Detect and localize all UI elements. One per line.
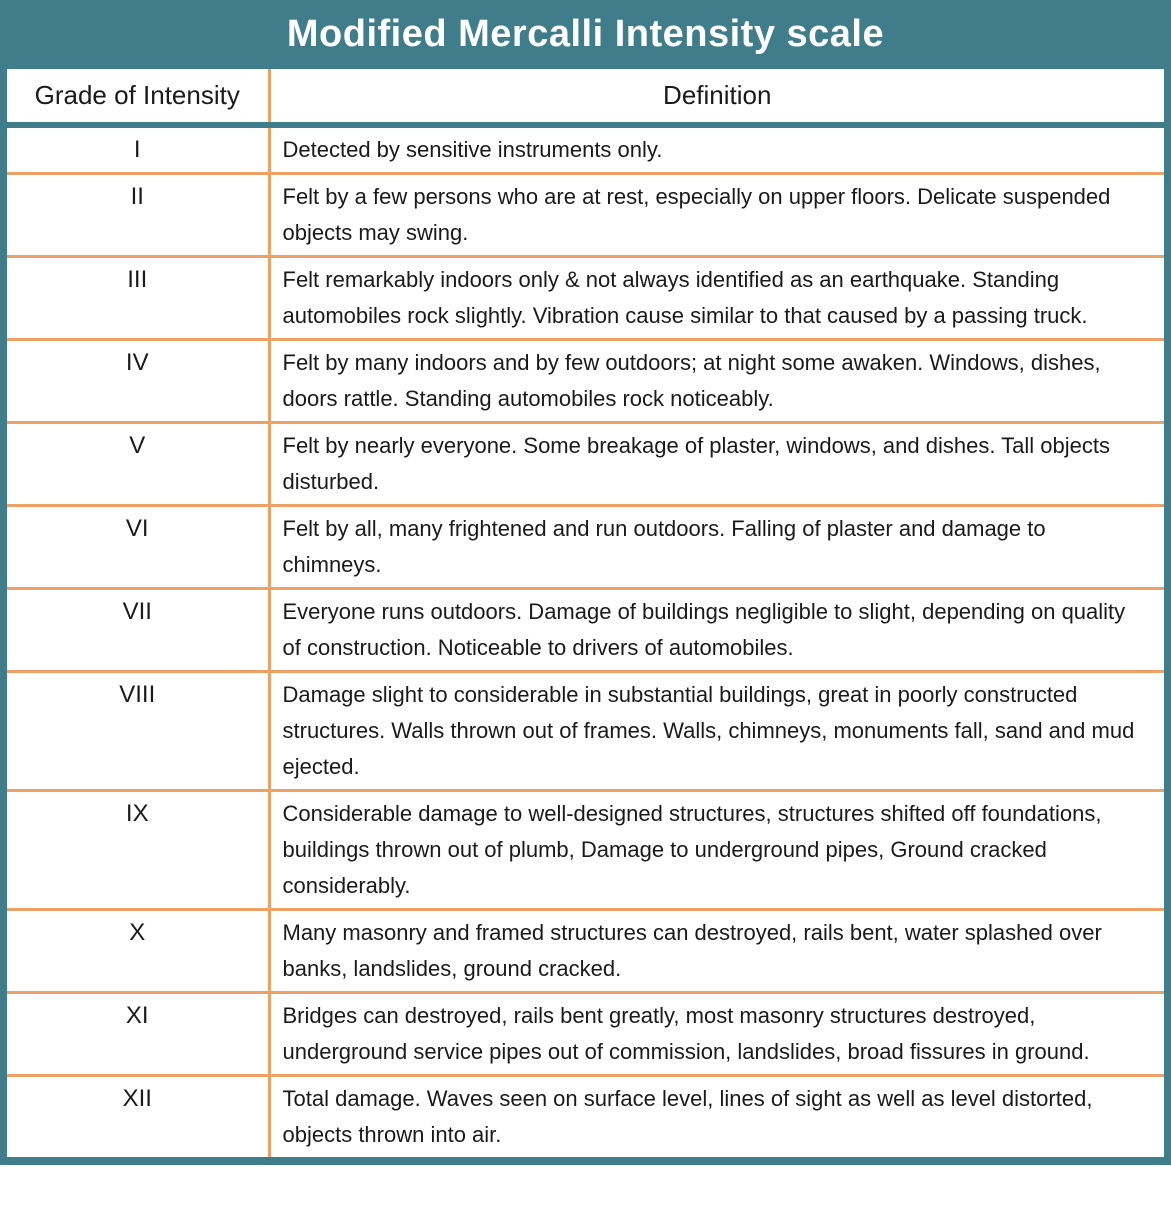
table-row-4: IV Felt by many indoors and by few outdo… [7,339,1164,424]
table-row-6: VI Felt by all, many frightened and run … [7,505,1164,590]
definition-cell: Felt by many indoors and by few outdoors… [267,339,1164,424]
table-row-1: I Detected by sensitive instruments only… [7,125,1164,175]
column-header-grade: Grade of Intensity [7,69,269,128]
definition-cell: Felt by nearly everyone. Some breakage o… [267,422,1164,507]
grade-cell: XII [7,1075,269,1157]
table-row-12: XII Total damage. Waves seen on surface … [7,1075,1164,1157]
table-row-5: V Felt by nearly everyone. Some breakage… [7,422,1164,507]
table-row-7: VII Everyone runs outdoors. Damage of bu… [7,588,1164,673]
mercalli-scale-card: Modified Mercalli Intensity scale Grade … [0,0,1171,1165]
definition-cell: Felt remarkably indoors only & not alway… [267,256,1164,341]
definition-cell: Total damage. Waves seen on surface leve… [267,1075,1164,1157]
definition-cell: Bridges can destroyed, rails bent greatl… [267,992,1164,1077]
definition-cell: Detected by sensitive instruments only. [267,125,1164,175]
table-row-2: II Felt by a few persons who are at rest… [7,173,1164,258]
grade-cell: XI [7,992,269,1077]
definition-cell: Considerable damage to well-designed str… [267,790,1164,911]
grade-cell: IV [7,339,269,424]
grade-cell: VI [7,505,269,590]
table-row-3: III Felt remarkably indoors only & not a… [7,256,1164,341]
grade-cell: VII [7,588,269,673]
grade-cell: X [7,909,269,994]
header-row: Grade of Intensity Definition [7,69,1164,128]
table-row-10: X Many masonry and framed structures can… [7,909,1164,994]
grade-cell: V [7,422,269,507]
grade-cell: VIII [7,671,269,792]
definition-cell: Everyone runs outdoors. Damage of buildi… [267,588,1164,673]
grade-cell: I [7,125,269,175]
grade-cell: III [7,256,269,341]
grade-cell: II [7,173,269,258]
table-row-11: XI Bridges can destroyed, rails bent gre… [7,992,1164,1077]
definition-cell: Many masonry and framed structures can d… [267,909,1164,994]
table-row-8: VIII Damage slight to considerable in su… [7,671,1164,792]
intensity-table: Grade of Intensity Definition I Detected… [7,69,1164,1157]
definition-cell: Felt by all, many frightened and run out… [267,505,1164,590]
page-title: Modified Mercalli Intensity scale [286,13,885,55]
column-header-definition: Definition [267,69,1164,128]
definition-cell: Damage slight to considerable in substan… [267,671,1164,792]
definition-cell: Felt by a few persons who are at rest, e… [267,173,1164,258]
table-row-9: IX Considerable damage to well-designed … [7,790,1164,911]
grade-cell: IX [7,790,269,911]
